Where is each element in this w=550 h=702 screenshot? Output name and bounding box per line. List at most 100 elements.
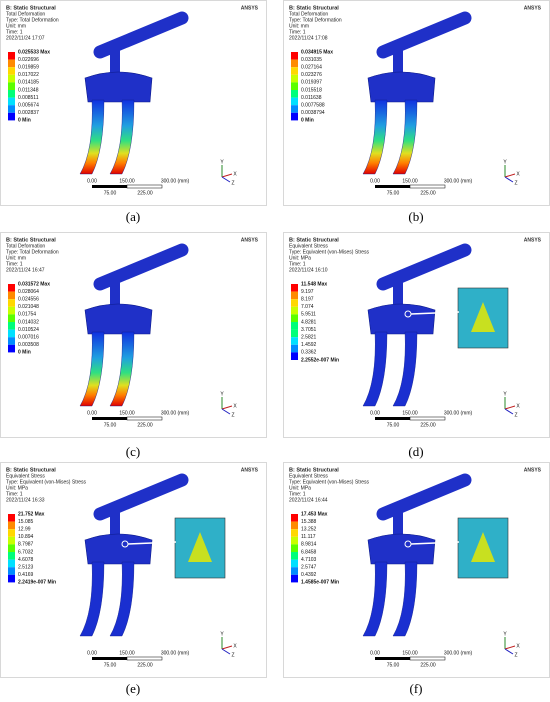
scale-label: 0.00 bbox=[370, 650, 380, 656]
tine-right bbox=[109, 331, 135, 407]
legend-label: 0.0038794 bbox=[301, 110, 325, 116]
legend-label: 21.752 Max bbox=[18, 511, 45, 517]
legend-label: 0.014185 bbox=[18, 80, 39, 86]
tine-right bbox=[392, 331, 418, 407]
post bbox=[393, 277, 403, 307]
legend-swatch bbox=[291, 105, 298, 113]
legend-swatch bbox=[291, 59, 298, 68]
legend-label: 0.024556 bbox=[18, 297, 39, 303]
legend-label: 0.031035 bbox=[301, 57, 322, 63]
panel-caption: (d) bbox=[408, 444, 423, 459]
legend-swatch bbox=[8, 552, 15, 560]
scale-bar-b bbox=[126, 184, 163, 189]
scale-bar-b bbox=[409, 416, 446, 421]
tine-right bbox=[392, 99, 418, 175]
header-line: 2022/11/24 17:08 bbox=[289, 35, 328, 41]
header-line: Total Deformation bbox=[6, 243, 45, 249]
zoom-hotspot bbox=[471, 302, 495, 332]
legend-label: 0.01754 bbox=[18, 312, 36, 318]
legend-swatch bbox=[291, 284, 298, 292]
legend-label: 4.6078 bbox=[18, 557, 34, 563]
logo: ANSYS bbox=[241, 467, 259, 473]
legend-label: 9.197 bbox=[301, 289, 314, 295]
scale-label: 300.00 (mm) bbox=[444, 410, 473, 416]
scale-label: 225.00 bbox=[137, 422, 153, 428]
triad-z bbox=[504, 408, 514, 415]
legend-label: 0.011348 bbox=[18, 87, 39, 93]
header-line: Unit: mm bbox=[6, 23, 26, 29]
legend-label: 6.8458 bbox=[301, 549, 317, 555]
header-line: Type: Total Deformation bbox=[6, 249, 59, 255]
legend-label: 7.074 bbox=[301, 304, 314, 310]
header-line: Equivalent Stress bbox=[289, 473, 328, 479]
scale-label: 75.00 bbox=[387, 422, 400, 428]
legend-swatch bbox=[291, 299, 298, 307]
header-line: 2022/11/24 16:47 bbox=[6, 267, 45, 273]
scale-label: 300.00 (mm) bbox=[444, 178, 473, 184]
tine-left bbox=[79, 561, 105, 637]
legend-swatch bbox=[8, 322, 15, 330]
header-line: 2022/11/24 16:44 bbox=[289, 497, 328, 503]
zoom-arrow bbox=[410, 541, 460, 545]
body bbox=[367, 533, 436, 565]
legend-label: 2.5123 bbox=[18, 565, 34, 571]
legend-swatch bbox=[8, 291, 15, 300]
scale-label: 225.00 bbox=[420, 662, 436, 668]
legend-swatch bbox=[8, 574, 15, 583]
legend-swatch bbox=[291, 552, 298, 560]
header-line: Type: Equivalent (von-Mises) Stress bbox=[289, 249, 370, 255]
scale-label: 150.00 bbox=[402, 650, 418, 656]
legend-label: 0.027164 bbox=[301, 65, 322, 71]
scale-bar-a bbox=[375, 417, 410, 420]
legend-swatch bbox=[291, 536, 298, 545]
legend-swatch bbox=[8, 112, 15, 121]
legend-swatch bbox=[8, 337, 15, 345]
header-line: Time: 1 bbox=[289, 491, 306, 497]
legend-swatch bbox=[291, 544, 298, 552]
triad-label: X bbox=[233, 403, 237, 409]
header-line: Type: Total Deformation bbox=[289, 17, 342, 23]
header-line: Type: Equivalent (von-Mises) Stress bbox=[289, 479, 370, 485]
triad-x bbox=[221, 405, 233, 410]
triad-label: Y bbox=[220, 631, 224, 637]
legend-swatch bbox=[8, 521, 15, 530]
scale-label: 225.00 bbox=[137, 662, 153, 668]
tine-left bbox=[362, 99, 388, 175]
panel-caption: (e) bbox=[126, 681, 140, 696]
triad-label: Z bbox=[514, 652, 517, 658]
header-line: B: Static Structural bbox=[6, 5, 56, 11]
legend-label: 0.3362 bbox=[301, 350, 317, 356]
tine-left bbox=[362, 331, 388, 407]
legend-swatch bbox=[8, 306, 15, 315]
legend-label: 0.025533 Max bbox=[18, 49, 50, 55]
legend-label: 0.008511 bbox=[18, 95, 39, 101]
legend-swatch bbox=[291, 567, 298, 575]
triad-label: Z bbox=[514, 180, 517, 186]
panel-caption: (b) bbox=[408, 209, 423, 224]
legend-swatch bbox=[291, 52, 298, 60]
legend-label: 0.007016 bbox=[18, 335, 39, 341]
header-line: B: Static Structural bbox=[289, 237, 339, 243]
legend-label: 0.019859 bbox=[18, 65, 39, 71]
triad-label: X bbox=[516, 403, 520, 409]
triad-x bbox=[504, 405, 516, 410]
legend-label: 8.9814 bbox=[301, 542, 317, 548]
legend-label: 0.005674 bbox=[18, 103, 39, 109]
scale-bar-a bbox=[92, 185, 127, 188]
legend-swatch bbox=[8, 74, 15, 83]
header-line: Unit: mm bbox=[6, 255, 26, 261]
header-line: Total Deformation bbox=[6, 11, 45, 17]
triad-label: Y bbox=[220, 391, 224, 397]
tine-right bbox=[109, 561, 135, 637]
header-line: Unit: mm bbox=[289, 23, 309, 29]
zoom-hotspot bbox=[188, 532, 212, 562]
legend-label: 0.4392 bbox=[301, 572, 317, 578]
scale-bar-b bbox=[126, 416, 163, 421]
legend-swatch bbox=[8, 344, 15, 353]
legend-swatch bbox=[291, 344, 298, 353]
legend-swatch bbox=[291, 67, 298, 75]
triad-label: X bbox=[233, 643, 237, 649]
